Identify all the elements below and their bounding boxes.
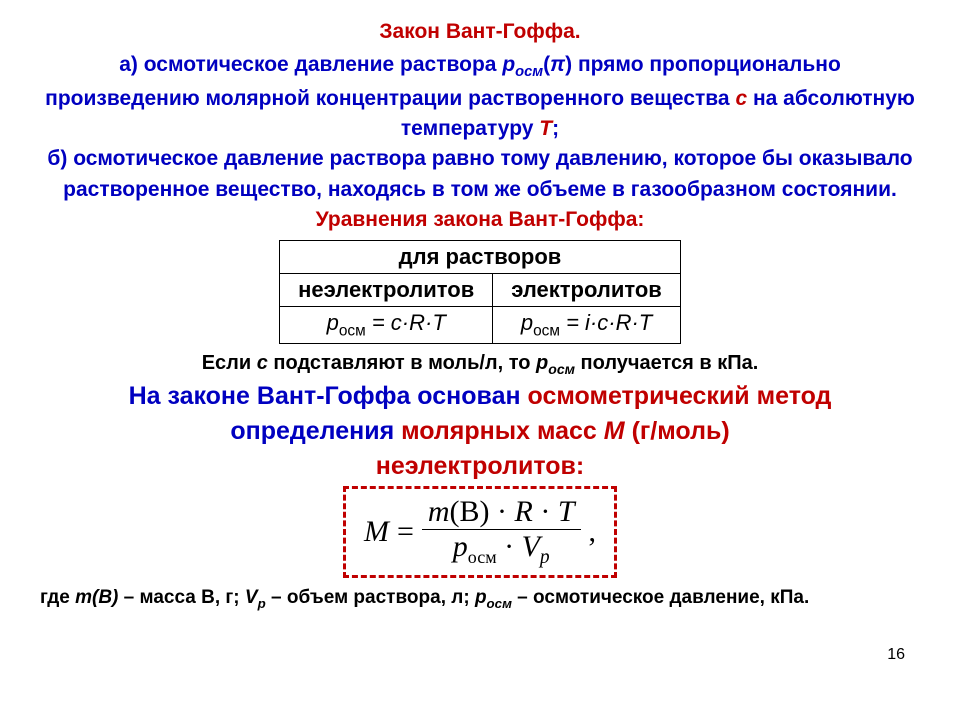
equations-heading: Уравнения закона Вант-Гоффа: <box>40 205 920 235</box>
text: получается в кПа. <box>575 352 758 374</box>
formula-nonelectrolyte: pосм = c·R·T <box>280 306 493 343</box>
numerator: m(B) · R · T <box>422 495 581 530</box>
denominator: pосм · Vp <box>422 530 581 569</box>
text: На законе Вант-Гоффа основан <box>129 382 528 410</box>
table-header-top: для растворов <box>280 240 681 273</box>
text: где <box>40 587 75 608</box>
text: Если <box>202 352 257 374</box>
paragraph-b: б) осмотическое давление раствора равно … <box>40 144 920 205</box>
text: подставляют в моль/л, то <box>268 352 536 374</box>
text: определения <box>230 417 401 445</box>
text: – объем раствора, л; <box>266 587 475 608</box>
molar-mass-formula: M = m(B) · R · T pосм · Vp , <box>343 486 617 578</box>
V-var: Vр <box>245 587 266 608</box>
p-osm: росм <box>536 352 575 374</box>
text: ; <box>552 117 559 140</box>
table-header-left: неэлектролитов <box>280 273 493 306</box>
formula-electrolyte: pосм = i·c·R·T <box>493 306 681 343</box>
label-a: а) <box>119 53 138 76</box>
text: осмотическое давление раствора <box>138 53 502 76</box>
c-var: с <box>735 87 747 110</box>
c-var: с <box>257 352 268 374</box>
page-number: 16 <box>887 646 905 664</box>
comma: , <box>589 515 597 549</box>
text: (г/моль) <box>625 417 730 445</box>
method-line-1: На законе Вант-Гоффа основан осмометриче… <box>40 379 920 414</box>
p-osm: pосм <box>502 53 543 76</box>
text: осмометрический метод <box>528 382 832 410</box>
method-line-3: неэлектролитов: <box>40 449 920 484</box>
table-header-right: электролитов <box>493 273 681 306</box>
text: – осмотическое давление, кПа. <box>512 587 809 608</box>
equations-table: для растворов неэлектролитов электролито… <box>279 240 681 344</box>
paragraph-a: а) осмотическое давление раствора pосм(π… <box>40 50 920 144</box>
pi-symbol: π <box>550 53 565 76</box>
text: молярных масс <box>401 417 604 445</box>
fraction: m(B) · R · T pосм · Vp <box>422 495 581 569</box>
mB-var: m(B) <box>75 587 118 608</box>
equals: = <box>397 515 414 549</box>
text: – масса В, г; <box>118 587 245 608</box>
units-note: Если с подставляют в моль/л, то росм пол… <box>40 352 920 377</box>
method-line-2: определения молярных масс М (г/моль) <box>40 414 920 449</box>
footer-legend: где m(B) – масса В, г; Vр – объем раство… <box>40 584 920 614</box>
M-var: M <box>364 515 389 549</box>
p-osm: росм <box>475 587 512 608</box>
title: Закон Вант-Гоффа. <box>40 20 920 44</box>
molar-mass-formula-box: M = m(B) · R · T pосм · Vp , <box>40 486 920 578</box>
T-var: T <box>539 117 552 140</box>
M-var: М <box>604 417 625 445</box>
